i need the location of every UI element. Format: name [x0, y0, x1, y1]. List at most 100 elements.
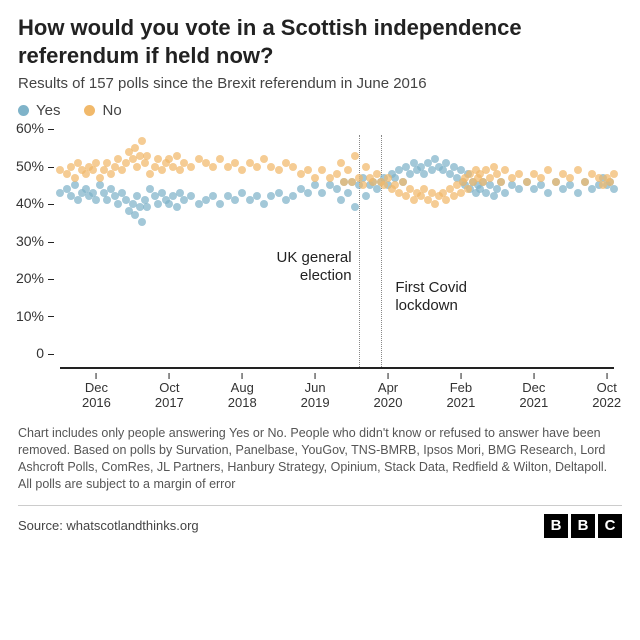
data-point [92, 196, 100, 204]
chart-area: 010%20%30%40%50%60% UK generalelectionFi… [60, 127, 614, 407]
data-point [581, 178, 589, 186]
data-point [143, 152, 151, 160]
data-point [96, 174, 104, 182]
data-point [384, 174, 392, 182]
data-point [107, 170, 115, 178]
chart-title: How would you vote in a Scottish indepen… [18, 14, 622, 69]
data-point [606, 178, 614, 186]
data-point [501, 189, 509, 197]
data-point [71, 174, 79, 182]
data-point [537, 181, 545, 189]
data-point [544, 189, 552, 197]
data-point [610, 185, 618, 193]
x-tick: Aug2018 [228, 373, 257, 411]
event-line [381, 135, 382, 367]
data-point [141, 159, 149, 167]
data-point [118, 166, 126, 174]
x-tick: Oct2022 [592, 373, 621, 411]
data-point [173, 152, 181, 160]
data-point [216, 155, 224, 163]
data-point [253, 192, 261, 200]
data-point [311, 174, 319, 182]
data-point [173, 203, 181, 211]
data-point [260, 200, 268, 208]
data-point [289, 192, 297, 200]
data-point [523, 178, 531, 186]
data-point [574, 189, 582, 197]
legend-dot-no [84, 105, 95, 116]
data-point [351, 152, 359, 160]
legend-item-yes: Yes [18, 102, 60, 119]
data-point [362, 192, 370, 200]
y-tick: 60% [16, 120, 54, 136]
chart-footnote: Chart includes only people answering Yes… [18, 425, 622, 493]
y-tick: 10% [16, 308, 54, 324]
data-point [209, 163, 217, 171]
event-annotation: UK generalelection [277, 249, 352, 285]
bbc-logo-c: C [598, 514, 622, 538]
data-point [238, 166, 246, 174]
chart-subtitle: Results of 157 polls since the Brexit re… [18, 75, 622, 92]
data-point [318, 189, 326, 197]
data-point [333, 170, 341, 178]
x-tick: Apr2020 [374, 373, 403, 411]
x-tick: Feb2021 [446, 373, 475, 411]
x-tick: Dec2016 [82, 373, 111, 411]
data-point [231, 159, 239, 167]
bbc-logo-b1: B [544, 514, 568, 538]
data-point [544, 166, 552, 174]
data-point [304, 166, 312, 174]
data-point [138, 137, 146, 145]
footer: Source: whatscotlandthinks.org B B C [18, 505, 622, 538]
data-point [515, 170, 523, 178]
y-axis: 010%20%30%40%50%60% [14, 137, 54, 369]
x-tick: Dec2021 [519, 373, 548, 411]
chart-container: How would you vote in a Scottish indepen… [0, 0, 640, 548]
x-tick: Jun2019 [301, 373, 330, 411]
data-point [187, 163, 195, 171]
legend-dot-yes [18, 105, 29, 116]
data-point [333, 185, 341, 193]
data-point [537, 174, 545, 182]
legend-item-no: No [84, 102, 121, 119]
data-point [337, 196, 345, 204]
y-tick: 30% [16, 233, 54, 249]
data-point [344, 189, 352, 197]
data-point [231, 196, 239, 204]
data-point [187, 192, 195, 200]
source-label: Source: whatscotlandthinks.org [18, 518, 199, 533]
bbc-logo-b2: B [571, 514, 595, 538]
data-point [399, 178, 407, 186]
data-point [431, 200, 439, 208]
data-point [238, 189, 246, 197]
data-point [359, 181, 367, 189]
event-line [359, 135, 360, 367]
data-point [275, 189, 283, 197]
data-point [337, 159, 345, 167]
data-point [362, 163, 370, 171]
data-point [253, 163, 261, 171]
data-point [574, 166, 582, 174]
data-point [289, 163, 297, 171]
data-point [146, 170, 154, 178]
data-point [490, 192, 498, 200]
data-point [566, 174, 574, 182]
data-point [92, 159, 100, 167]
data-point [260, 155, 268, 163]
y-tick: 50% [16, 158, 54, 174]
data-point [552, 178, 560, 186]
x-tick: Oct2017 [155, 373, 184, 411]
data-point [131, 211, 139, 219]
data-point [344, 166, 352, 174]
data-point [566, 181, 574, 189]
data-point [74, 196, 82, 204]
data-point [311, 181, 319, 189]
legend: Yes No [18, 102, 622, 119]
data-point [351, 203, 359, 211]
y-tick: 20% [16, 270, 54, 286]
data-point [138, 218, 146, 226]
data-point [71, 181, 79, 189]
legend-label-no: No [102, 102, 121, 119]
y-tick: 40% [16, 195, 54, 211]
data-point [497, 178, 505, 186]
